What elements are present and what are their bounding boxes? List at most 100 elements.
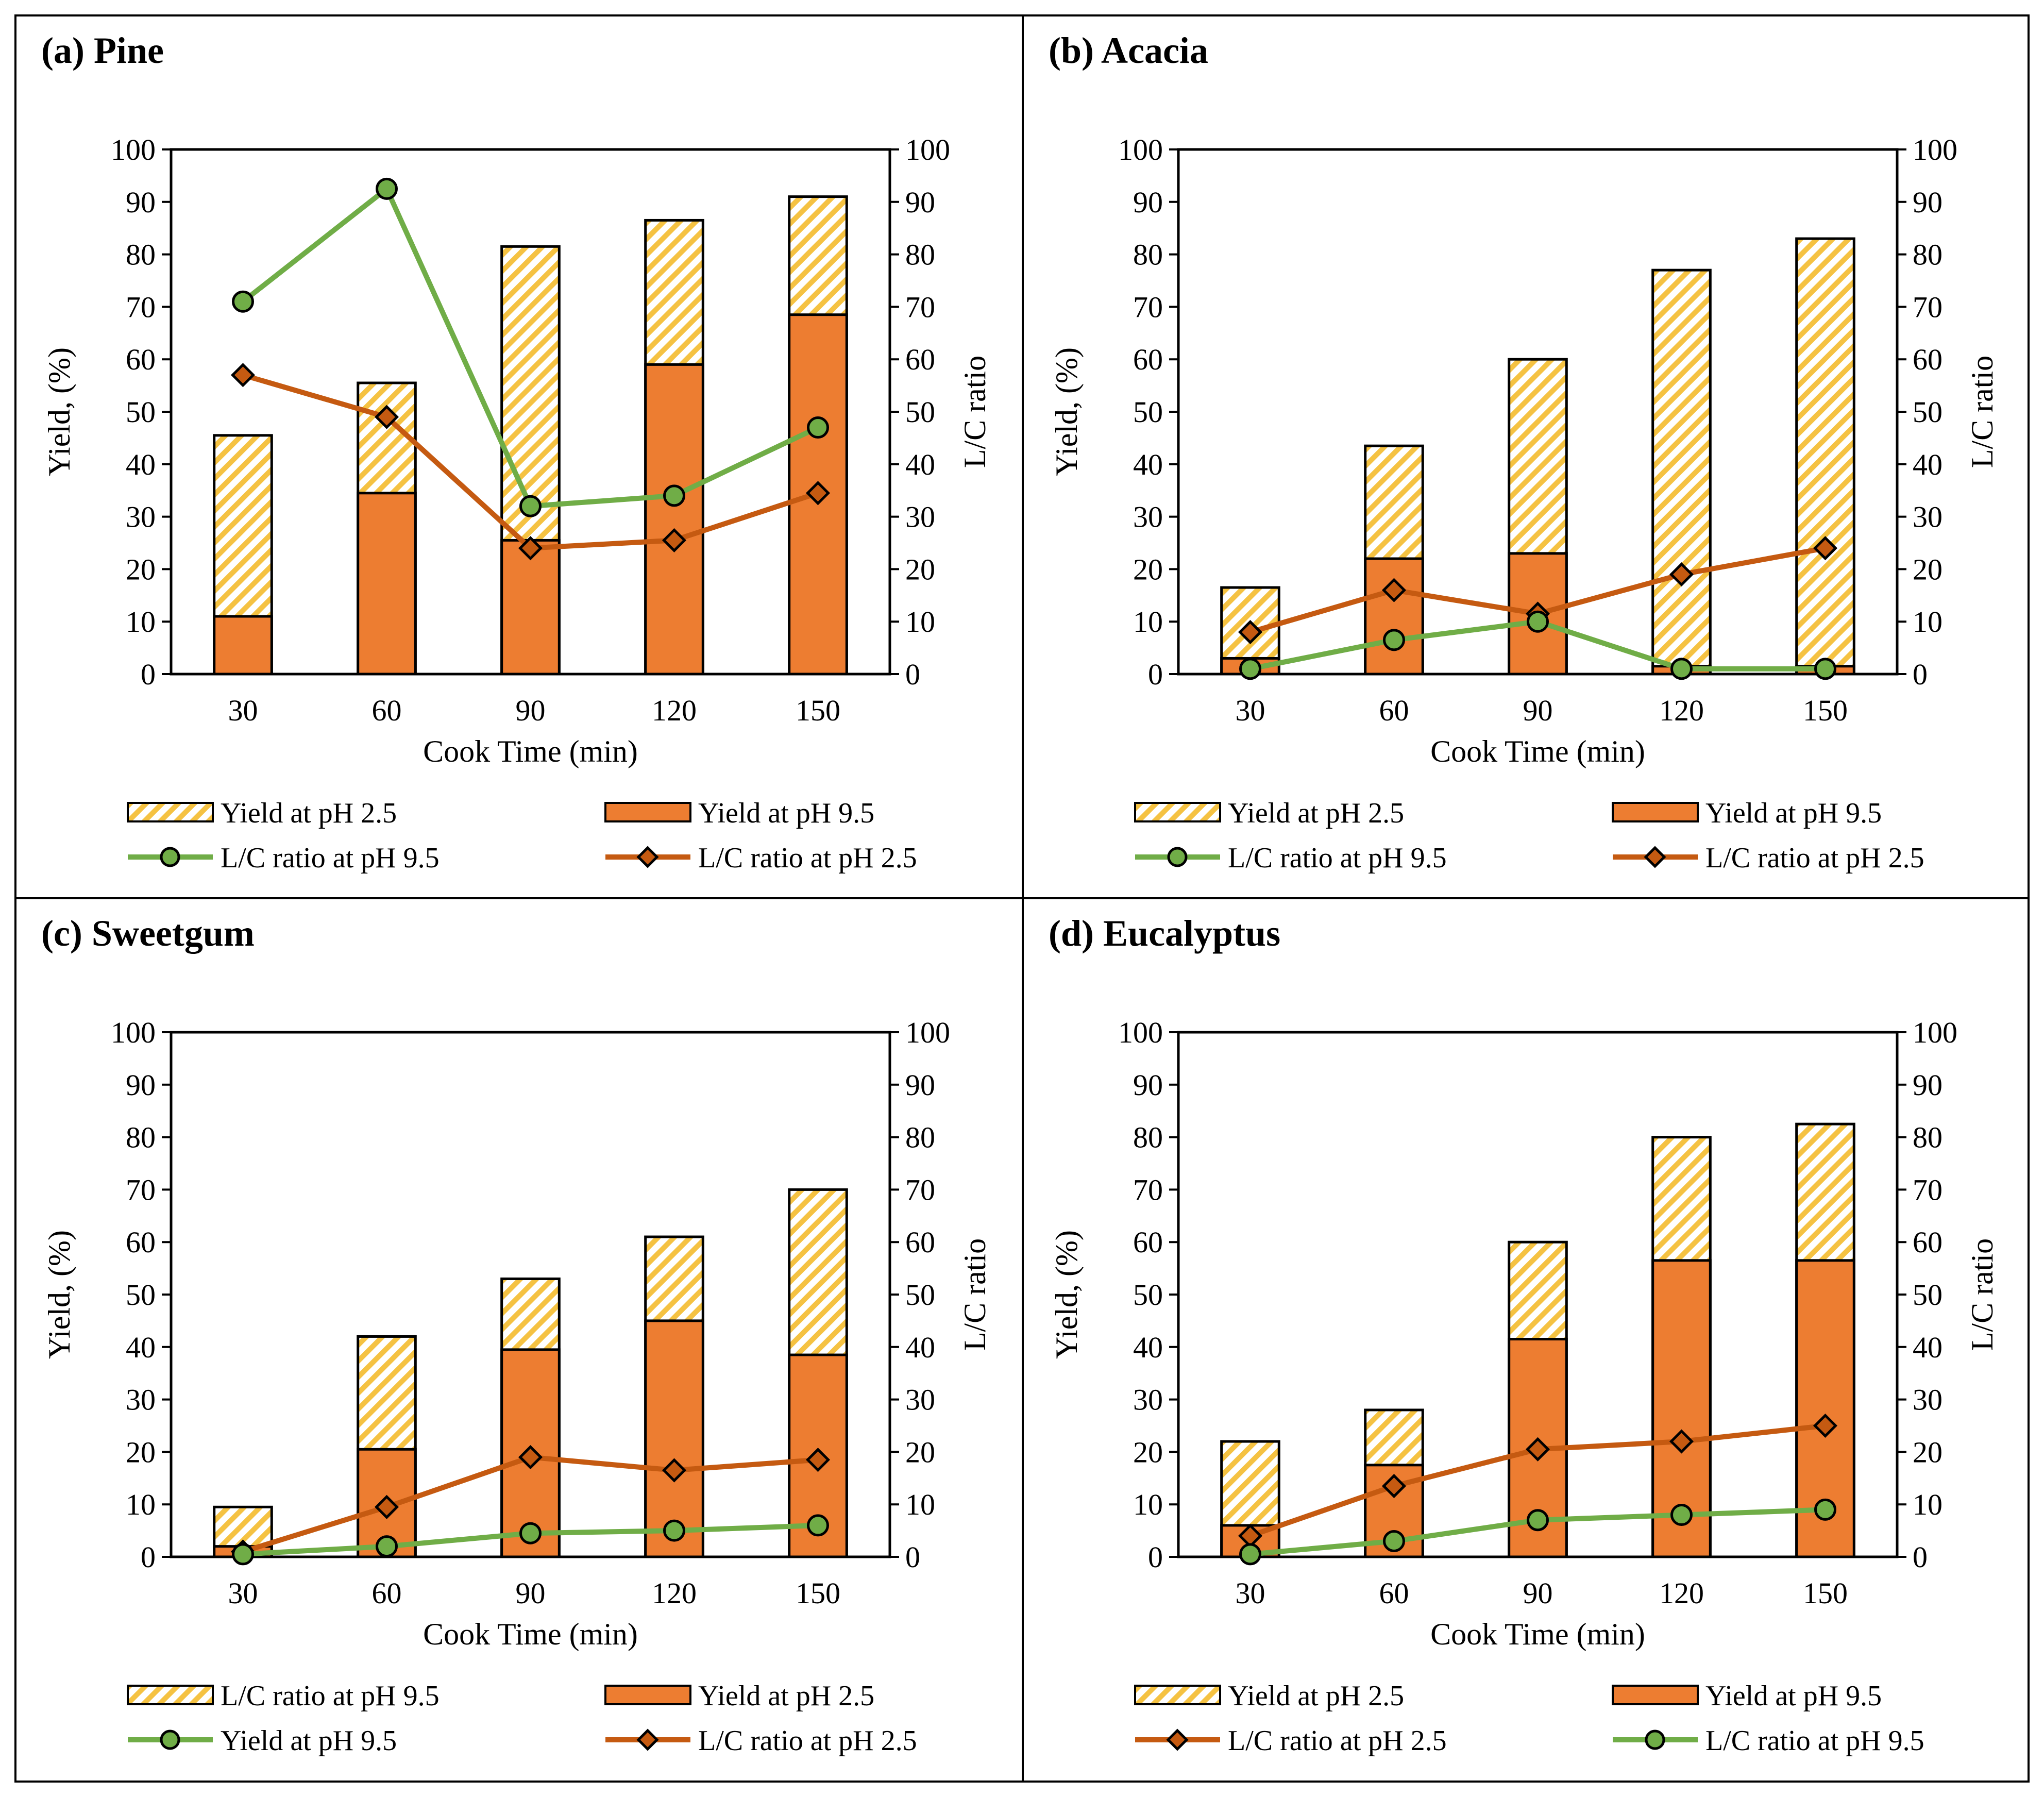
marker-brown-120 xyxy=(1669,562,1694,587)
x-tick-label: 150 xyxy=(1803,1576,1848,1610)
y-ticks: 0 0 10 10 20 20 30 30 40 40 50 50 60 60 70 70 80 80 90 90 10… xyxy=(1118,1016,1957,1574)
y2-axis-label: L/C ratio xyxy=(1965,1238,1999,1351)
y-tick-label: 10 xyxy=(126,1488,156,1521)
x-tick-label: 90 xyxy=(516,1576,546,1610)
legend-label-green: L/C ratio at pH 9.5 xyxy=(1228,842,1447,874)
panel-1: (a) Pine 0 0 10 10 20 20 30 30 40 40 50 50 60 60 70 70 80… xyxy=(41,30,992,874)
legend-swatch-green-marker xyxy=(1645,1729,1665,1750)
panel-title: (d) Eucalyptus xyxy=(1049,913,1280,954)
y-tick-label: 0 xyxy=(1148,658,1163,691)
legend-swatch-brown-marker xyxy=(1166,1728,1189,1751)
y2-tick-label: 60 xyxy=(905,1225,935,1259)
series-green xyxy=(1239,610,1836,680)
y-tick-label: 80 xyxy=(1133,1121,1163,1154)
y2-tick-label: 40 xyxy=(905,1331,935,1364)
x-tick-label: 30 xyxy=(1236,694,1265,727)
y2-tick-label: 0 xyxy=(1913,658,1928,691)
y-tick-label: 90 xyxy=(1133,186,1163,219)
bar-group xyxy=(1220,1122,1855,1558)
marker-brown-120 xyxy=(1669,1429,1694,1454)
legend-swatch-hatch xyxy=(127,1685,214,1705)
marker-brown-60 xyxy=(1381,578,1407,602)
legend-swatch-brown-marker xyxy=(1644,846,1666,868)
y-tick-label: 10 xyxy=(126,605,156,639)
legend-swatch-brown-marker xyxy=(636,1728,659,1751)
x-tick-label: 150 xyxy=(796,694,840,727)
y-tick-label: 20 xyxy=(1133,1435,1163,1469)
x-tick-label: 120 xyxy=(1659,1576,1704,1610)
legend-label-green: Yield at pH 9.5 xyxy=(221,1725,397,1757)
marker-green-120 xyxy=(663,1519,685,1542)
y2-tick-label: 100 xyxy=(905,133,950,166)
y-tick-label: 100 xyxy=(111,133,156,166)
marker-green-90 xyxy=(1527,610,1549,633)
y2-tick-label: 0 xyxy=(1913,1540,1928,1574)
y2-tick-label: 40 xyxy=(1913,1331,1942,1364)
marker-green-30 xyxy=(232,1543,254,1566)
y2-tick-label: 90 xyxy=(905,186,935,219)
y2-axis-label: L/C ratio xyxy=(1965,356,1999,468)
legend-label-bar: Yield at pH 9.5 xyxy=(698,797,874,829)
marker-brown-90 xyxy=(518,536,543,561)
marker-brown-120 xyxy=(662,1458,687,1483)
legend-label-bar: Yield at pH 9.5 xyxy=(1705,797,1882,829)
y2-tick-label: 0 xyxy=(905,658,920,691)
y2-tick-label: 40 xyxy=(905,448,935,481)
y-tick-label: 30 xyxy=(1133,1383,1163,1417)
legend-label-hatch: L/C ratio at pH 9.5 xyxy=(221,1680,440,1712)
x-tick-label: 120 xyxy=(652,1576,697,1610)
y-axis-label: Yield, (%) xyxy=(1050,1230,1084,1359)
y-tick-label: 70 xyxy=(126,1173,156,1206)
marker-green-150 xyxy=(1814,1498,1836,1521)
marker-green-60 xyxy=(1383,1530,1405,1552)
y-tick-label: 80 xyxy=(1133,238,1163,272)
y-tick-label: 100 xyxy=(111,1016,156,1049)
x-tick-label: 30 xyxy=(228,694,258,727)
panel-3: (c) Sweetgum 0 0 10 10 20 20 30 30 40 40 50 50 60 60 70… xyxy=(41,913,992,1757)
y-tick-label: 90 xyxy=(126,1068,156,1102)
legend-label-brown: L/C ratio at pH 2.5 xyxy=(698,1725,917,1757)
panel-title: (a) Pine xyxy=(41,30,164,71)
legend-label-hatch: Yield at pH 2.5 xyxy=(1228,797,1404,829)
y-ticks: 0 0 10 10 20 20 30 30 40 40 50 50 60 60 70 70 80 80 90 90 10… xyxy=(1118,133,1957,691)
legend-label-brown: L/C ratio at pH 2.5 xyxy=(698,842,917,874)
y2-tick-label: 60 xyxy=(905,343,935,376)
x-tick-label: 90 xyxy=(1523,694,1553,727)
marker-green-60 xyxy=(376,177,398,200)
y2-tick-label: 70 xyxy=(1913,1173,1942,1206)
y2-tick-label: 20 xyxy=(1913,1435,1942,1469)
marker-green-90 xyxy=(1527,1509,1549,1532)
legend-label-hatch: Yield at pH 2.5 xyxy=(221,797,397,829)
y-tick-label: 0 xyxy=(141,658,156,691)
y-tick-label: 60 xyxy=(1133,343,1163,376)
x-tick-label: 120 xyxy=(1659,694,1704,727)
y2-tick-label: 100 xyxy=(1913,1016,1957,1049)
y2-tick-label: 90 xyxy=(1913,1068,1942,1102)
y-tick-label: 10 xyxy=(1133,1488,1163,1521)
y-tick-label: 0 xyxy=(141,1540,156,1574)
legend-label-bar: Yield at pH 9.5 xyxy=(1705,1680,1882,1712)
legend-label-green: L/C ratio at pH 9.5 xyxy=(1705,1725,1924,1757)
bar-solid-60 xyxy=(1364,557,1424,676)
y2-tick-label: 70 xyxy=(905,1173,935,1206)
y-ticks: 0 0 10 10 20 20 30 30 40 40 50 50 60 60 70 70 80 80 90 90 10… xyxy=(111,133,950,691)
bar-hatched-120 xyxy=(1651,268,1712,676)
y2-tick-label: 90 xyxy=(905,1068,935,1102)
x-tick-label: 150 xyxy=(1803,694,1848,727)
y2-tick-label: 30 xyxy=(905,500,935,534)
y-tick-label: 70 xyxy=(126,290,156,324)
legend-label-green: L/C ratio at pH 9.5 xyxy=(221,842,440,874)
y2-tick-label: 40 xyxy=(1913,448,1942,481)
x-tick-label: 60 xyxy=(1379,1576,1409,1610)
y-axis-label: Yield, (%) xyxy=(42,347,76,476)
y2-tick-label: 80 xyxy=(905,1121,935,1154)
y2-tick-label: 50 xyxy=(905,395,935,429)
y-tick-label: 30 xyxy=(126,500,156,534)
y2-tick-label: 60 xyxy=(1913,343,1942,376)
y2-tick-label: 10 xyxy=(1913,605,1942,639)
marker-green-30 xyxy=(1239,1543,1261,1566)
marker-brown-60 xyxy=(374,1494,399,1519)
y-ticks: 0 0 10 10 20 20 30 30 40 40 50 50 60 60 70 70 80 80 90 90 10… xyxy=(111,1016,950,1574)
legend-swatch-green-marker xyxy=(160,847,180,867)
x-tick-label: 90 xyxy=(516,694,546,727)
